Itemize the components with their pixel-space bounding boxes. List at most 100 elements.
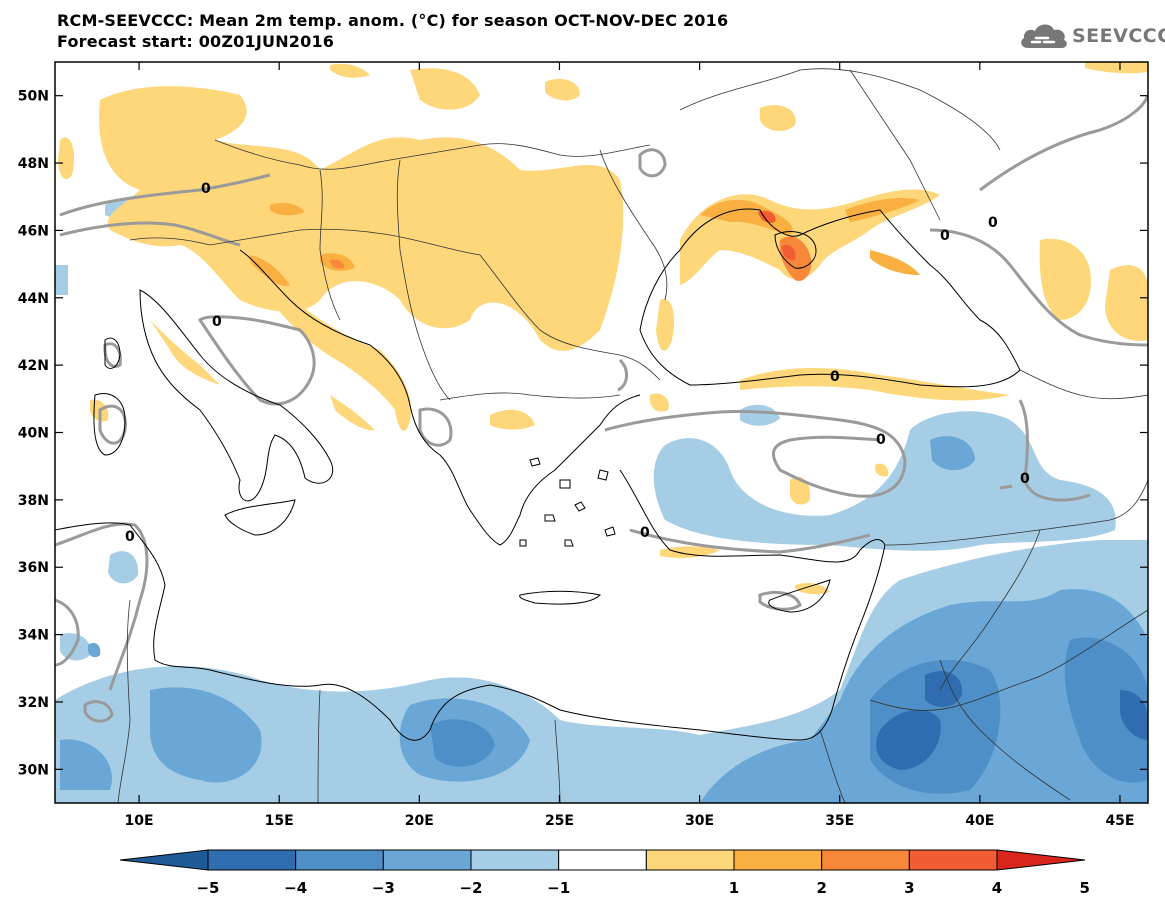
- zero-contour-line: [629, 528, 871, 554]
- border-line: [884, 479, 1148, 546]
- zero-contour-labels: 0 0 0 0 0 0 0 0 0: [125, 181, 1030, 545]
- axis-labels: 10E 15E 20E 25E 30E 35E 40E 45E 50N 48N 46N 44N 42N 4…: [18, 89, 1135, 829]
- y-tick-label: 48N: [18, 156, 49, 172]
- colorbar-label: −4: [284, 879, 307, 897]
- y-tick-label: 50N: [18, 89, 49, 105]
- colorbar-label: 2: [816, 879, 826, 897]
- y-tick-label: 38N: [18, 493, 49, 509]
- logo-text: SEEVCCC: [1072, 25, 1165, 47]
- coastline-sardinia: [93, 393, 126, 456]
- zero-contour-line: [638, 148, 667, 178]
- map-title: RCM-SEEVCCC: Mean 2m temp. anom. (°C) fo…: [57, 10, 728, 52]
- colorbar-label: −1: [547, 879, 570, 897]
- coastline-sicily: [224, 499, 296, 536]
- colorbar-segment: [295, 849, 384, 871]
- zero-contour-line: [55, 522, 149, 691]
- colorbar-segment: [207, 849, 297, 871]
- colorbar-min-arrow: [119, 849, 209, 871]
- border-line: [479, 254, 661, 381]
- zero-contour-line: [604, 410, 907, 498]
- colorbar-max-arrow: [996, 849, 1086, 871]
- cool-region-west-dark: [88, 643, 101, 658]
- coastline-italy: [139, 289, 333, 502]
- contour-label: 0: [830, 369, 840, 385]
- contour-label: 0: [640, 525, 650, 541]
- y-tick-label: 36N: [18, 560, 49, 576]
- colorbar-segment: [821, 849, 910, 871]
- warm-region-central-europe: [99, 86, 624, 351]
- x-tick-label: 40E: [965, 813, 994, 829]
- border-line: [214, 139, 651, 170]
- coastline-corsica: [104, 337, 121, 369]
- coastline-adriatic-east: [239, 249, 441, 456]
- coastline-north-africa: [55, 522, 801, 741]
- colorbar-segment: [733, 849, 823, 871]
- colorbar-segment: [645, 849, 735, 871]
- contour-label: 0: [876, 432, 886, 448]
- border-line: [439, 392, 621, 401]
- border-line: [319, 169, 341, 321]
- border-line: [129, 228, 481, 256]
- zero-contour-line: [59, 173, 271, 217]
- zero-contour-line: [1018, 399, 1091, 502]
- coastline-crete: [519, 590, 602, 605]
- zero-contour-line: [103, 342, 122, 368]
- x-tick-label: 10E: [125, 813, 154, 829]
- zero-contour-line: [929, 228, 1148, 347]
- contour-label: 0: [201, 181, 211, 197]
- border-line: [869, 609, 1148, 711]
- coastline-cyprus: [768, 579, 831, 613]
- y-tick-label: 42N: [18, 358, 49, 374]
- coastline-greece: [439, 394, 641, 546]
- colorbar-label: 4: [992, 879, 1002, 897]
- cool-region-core: [430, 637, 1148, 794]
- colorbar-label: 1: [729, 879, 739, 897]
- seevccc-logo: SEEVCCC: [1018, 20, 1165, 52]
- warm-region-orange: [250, 198, 920, 286]
- colorbar-label: −2: [459, 879, 482, 897]
- y-tick-label: 34N: [18, 628, 49, 644]
- warm-region-red: [758, 210, 796, 261]
- x-tick-label: 30E: [685, 813, 714, 829]
- border-line: [1019, 369, 1148, 400]
- border-line: [939, 659, 1071, 801]
- colorbar: −5 −4 −3 −2 −1 1 2 3 4 5: [119, 849, 1090, 897]
- cool-region-anatolia: [653, 404, 1116, 551]
- colorbar-segment: [382, 849, 472, 871]
- border-line: [939, 529, 1041, 691]
- zero-contour-line: [98, 404, 127, 445]
- axis-ticks: [55, 62, 1148, 803]
- zero-contour-line: [418, 407, 453, 447]
- country-borders: [117, 68, 1148, 803]
- coastlines: [55, 208, 1021, 741]
- y-tick-label: 44N: [18, 291, 49, 307]
- border-line: [317, 689, 321, 803]
- warm-region-italy: [90, 320, 375, 431]
- border-line: [396, 159, 451, 401]
- y-tick-label: 46N: [18, 223, 49, 239]
- zero-contour-line: [999, 484, 1013, 490]
- coastline-crimea: [774, 231, 817, 269]
- border-line: [679, 68, 1001, 151]
- anomaly-fields: [55, 62, 1148, 803]
- coastline-levant: [799, 544, 886, 741]
- x-tick-label: 20E: [405, 813, 434, 829]
- zero-contour-line: [197, 315, 316, 406]
- zero-contour-line: [758, 591, 802, 611]
- contour-label: 0: [1020, 471, 1030, 487]
- border-line: [599, 149, 668, 301]
- contour-label: 0: [940, 228, 950, 244]
- contour-label: 0: [125, 529, 135, 545]
- colorbar-segment: [470, 849, 560, 871]
- title-line-1: RCM-SEEVCCC: Mean 2m temp. anom. (°C) fo…: [57, 11, 729, 30]
- contour-label: 0: [988, 215, 998, 231]
- zero-contour-line: [59, 221, 241, 247]
- border-line: [819, 729, 846, 803]
- zero-contour-line: [617, 358, 628, 392]
- cool-region-libya: [60, 687, 530, 790]
- colorbar-label: 5: [1079, 879, 1089, 897]
- cool-region-anatolia-east: [930, 436, 975, 471]
- coastline-black-sea: [639, 208, 1021, 388]
- title-line-2: Forecast start: 00Z01JUN2016: [57, 32, 335, 51]
